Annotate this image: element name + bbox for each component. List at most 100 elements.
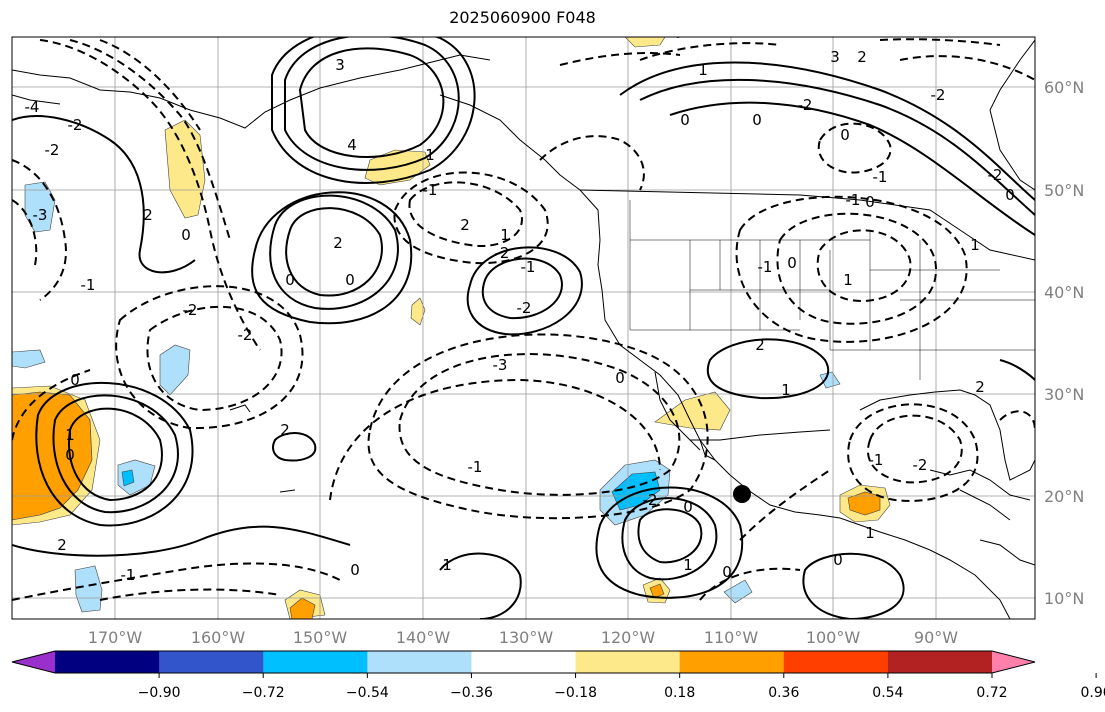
storm-marker <box>733 485 751 503</box>
lat-label: 10°N <box>1044 589 1084 608</box>
contour-label: -2 <box>931 86 946 104</box>
contour-label: 0 <box>1005 186 1015 204</box>
lon-label: 100°W <box>806 628 861 647</box>
colorbar-segment <box>575 651 681 673</box>
colorbar-segment <box>159 651 264 673</box>
contour-label: -4 <box>25 98 40 116</box>
blue-patch-west-1 <box>24 181 56 233</box>
lon-label: 110°W <box>704 628 759 647</box>
colorbar-segment <box>679 651 785 673</box>
lon-label: 120°W <box>601 628 656 647</box>
contour-label: 0 <box>833 551 843 569</box>
contour-label: 2 <box>975 378 985 396</box>
blue-patch-west-5 <box>74 565 103 613</box>
contour-label: 0 <box>683 498 693 516</box>
contour-label: 0 <box>350 561 360 579</box>
colorbar-segment <box>367 651 472 673</box>
contour-label: 1 <box>698 61 708 79</box>
contour-label: 1 <box>442 556 452 574</box>
contour-label: 1 <box>970 236 980 254</box>
contour-label: 2 <box>755 336 765 354</box>
contour-label: 1 <box>865 524 875 542</box>
contour-label: 0 <box>70 371 80 389</box>
colorbar-tick-label: −0.90 <box>138 685 181 701</box>
contour-label: 3 <box>830 48 840 66</box>
contour-label: -2 <box>183 301 198 319</box>
lat-label: 50°N <box>1044 181 1084 200</box>
contour-label: 1 <box>65 426 75 444</box>
colorbar-extend-low <box>12 651 55 673</box>
contour-label: 0 <box>865 193 875 211</box>
coastlines <box>12 39 1035 619</box>
lon-label: 160°W <box>191 628 246 647</box>
contour-label: -2 <box>495 244 510 262</box>
shaded-anomalies <box>12 37 891 619</box>
contour-label: -1 <box>468 458 483 476</box>
colorbar: −0.90 −0.72 −0.54 −0.36 −0.18 0.18 0.36 0.54 0.7… <box>11 650 1105 701</box>
contour-label: -2 <box>643 491 658 509</box>
contour-label: 0 <box>673 24 683 42</box>
positive-contours <box>12 37 1035 619</box>
colorbar-tick-label: −0.36 <box>450 685 493 701</box>
contour-label: -2 <box>913 456 928 474</box>
yellow-patch-mexico <box>654 391 731 431</box>
contour-label: 0 <box>722 563 732 581</box>
orange-core-small-2 <box>649 583 665 599</box>
colorbar-tick-label: 0.90 <box>1081 685 1105 701</box>
contour-label: 1 <box>683 556 693 574</box>
blue-core-baja <box>611 471 661 511</box>
colorbar-outline <box>11 650 1036 674</box>
map-frame <box>11 36 1036 620</box>
contour-label: 0 <box>345 271 355 289</box>
contour-label: -2 <box>45 141 60 159</box>
contour-label: -3 <box>493 356 508 374</box>
contour-label: -1 <box>423 181 438 199</box>
orange-core-south <box>289 597 316 619</box>
contour-label: -1 <box>521 258 536 276</box>
colorbar-segment <box>783 651 889 673</box>
contour-label: -2 <box>798 96 813 114</box>
colorbar-tick-label: −0.18 <box>554 685 597 701</box>
contour-label: -2 <box>517 299 532 317</box>
contour-label: 0 <box>615 369 625 387</box>
contour-label: 2 <box>460 216 470 234</box>
contour-label: -2 <box>68 116 83 134</box>
contour-label: -1 <box>81 276 96 294</box>
colorbar-tick-label: 0.54 <box>872 685 903 701</box>
contour-label: 1 <box>843 271 853 289</box>
lat-label: 30°N <box>1044 385 1084 404</box>
contour-label: 0 <box>680 111 690 129</box>
contour-label: 0 <box>787 254 797 272</box>
orange-core-gulfmex <box>847 491 881 516</box>
contour-label: -1 <box>869 451 884 469</box>
map-title: 2025060900 F048 <box>449 8 596 27</box>
yellow-patch-small-1 <box>410 297 426 326</box>
contour-lines <box>12 37 1035 619</box>
lon-label: 90°W <box>914 628 958 647</box>
contour-label: -1 <box>873 168 888 186</box>
lon-label: 140°W <box>396 628 451 647</box>
contour-label: -2 <box>238 326 253 344</box>
blue-patch-west-3 <box>159 344 191 396</box>
contour-label: 1 <box>425 146 435 164</box>
contour-label: 0 <box>752 111 762 129</box>
contour-label: -1 <box>846 191 861 209</box>
colorbar-tick-label: 0.72 <box>976 685 1007 701</box>
colorbar-segment <box>55 651 160 673</box>
state-borders <box>629 200 1035 380</box>
colorbar-segment <box>471 651 577 673</box>
contour-label: 1 <box>781 381 791 399</box>
contour-label: 2 <box>857 48 867 66</box>
contour-label: 4 <box>347 136 357 154</box>
contour-label: 0 <box>840 126 850 144</box>
colorbar-tick-label: 0.36 <box>768 685 799 701</box>
contour-label: 3 <box>335 56 345 74</box>
negative-contours <box>12 38 1035 601</box>
colorbar-tick-label: 0.18 <box>664 685 695 701</box>
contour-label: 2 <box>143 206 153 224</box>
lon-label: 150°W <box>293 628 348 647</box>
lat-label: 20°N <box>1044 487 1084 506</box>
contour-label: -1 <box>121 566 136 584</box>
